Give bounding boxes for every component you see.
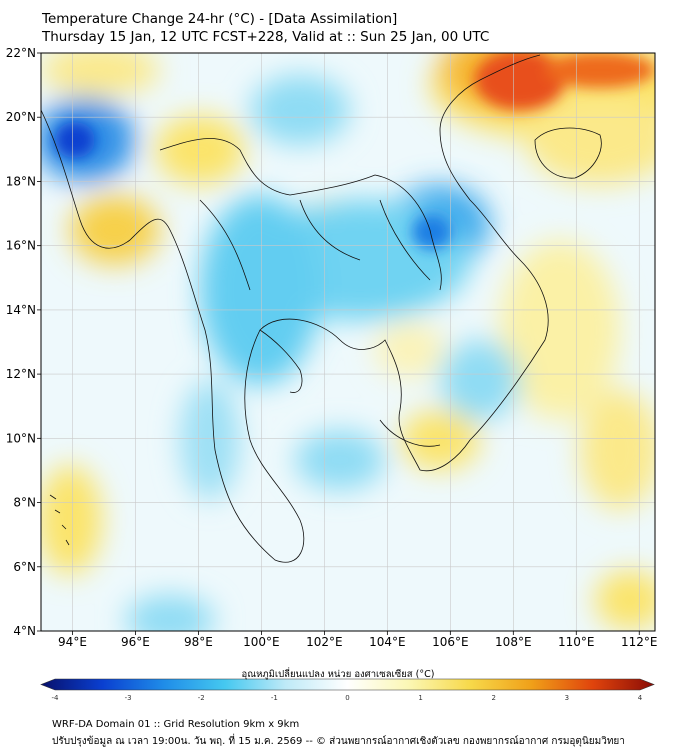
lon-tick-label: 108°E [495,635,532,649]
lon-tick-label: 110°E [558,635,595,649]
lat-tick-label: 18°N [6,174,36,188]
colorbar-tick-label: -1 [271,694,278,702]
lat-tick-label: 20°N [6,110,36,124]
lon-tick-label: 94°E [58,635,87,649]
lon-tick-label: 96°E [121,635,150,649]
colorbar-tick-label: 1 [418,694,422,702]
colorbar-tick-label: 2 [492,694,496,702]
coastlines [41,54,602,563]
lon-tick-label: 100°E [243,635,280,649]
colorbar-title: อุณหภูมิเปลี่ยนแปลง หน่วย องศาเซลเซียส (… [241,669,435,680]
colorbar-tick-label: -2 [198,694,205,702]
lon-tick-label: 102°E [306,635,343,649]
colorbar-tick-label: 4 [638,694,643,702]
lat-tick-label: 22°N [6,46,36,60]
colorbar [40,678,655,691]
lon-tick-label: 98°E [184,635,213,649]
map-subtitle: Thursday 15 Jan, 12 UTC FCST+228, Valid … [42,29,490,45]
map-title: Temperature Change 24-hr (°C) - [Data As… [42,11,398,27]
lat-tick-label: 8°N [13,496,36,510]
lon-tick-label: 104°E [369,635,406,649]
footer-credit: ปรับปรุงข้อมูล ณ เวลา 19:00น. วัน พฤ. ที… [52,736,625,747]
lat-tick-label: 4°N [13,624,36,638]
lat-tick-label: 10°N [6,431,36,445]
longitude-axis: 94°E 96°E 98°E 100°E 102°E 104°E 106°E 108°E 110… [58,631,658,649]
colorbar-body [40,678,655,691]
lat-tick-label: 14°N [6,303,36,317]
colorbar-tick-label: -3 [125,694,132,702]
lat-tick-label: 12°N [6,367,36,381]
colorbar-ticks: -4 -3 -2 -1 0 1 2 3 4 [52,694,643,702]
lon-tick-label: 106°E [432,635,469,649]
map-frame [40,52,656,632]
lat-tick-label: 16°N [6,239,36,253]
lat-tick-label: 6°N [13,560,36,574]
colorbar-tick-label: 0 [345,694,349,702]
colorbar-tick-label: 3 [565,694,569,702]
lon-tick-label: 112°E [621,635,658,649]
colorbar-tick-label: -4 [52,694,60,702]
latitude-axis: 22°N 20°N 18°N 16°N 14°N 12°N 10°N 8°N 6°N 4°N [6,46,41,638]
footer-model-info: WRF-DA Domain 01 :: Grid Resolution 9km … [52,719,300,730]
temperature-field [41,53,655,631]
